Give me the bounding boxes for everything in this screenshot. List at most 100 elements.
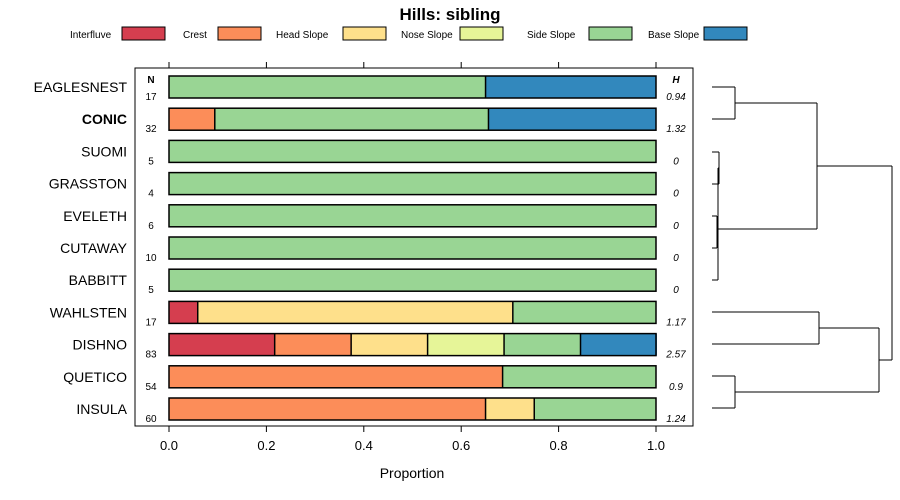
bar-outline: [168, 268, 657, 292]
row-h-value: 1.32: [666, 124, 686, 135]
row-label: CUTAWAY: [60, 240, 128, 256]
x-axis-title: Proportion: [380, 465, 445, 481]
row-label: CONIC: [82, 111, 127, 127]
chart-row: BABBITT 5 0: [69, 268, 679, 296]
bar-segment: [512, 301, 656, 324]
row-n-value: 6: [148, 221, 154, 232]
row-n-value: 32: [145, 124, 157, 135]
bar-segment: [214, 108, 489, 131]
bar-outline: [168, 107, 657, 131]
chart-row: INSULA 60 1.24: [76, 397, 686, 425]
bar-segment: [169, 333, 275, 356]
row-label: SUOMI: [81, 143, 127, 159]
bar-outline: [168, 300, 657, 325]
row-h-value: 0: [673, 189, 679, 200]
bar-outline: [168, 75, 657, 99]
x-tick-label: 0.6: [452, 438, 470, 453]
bar-segment: [169, 269, 656, 292]
bar-segment: [169, 204, 656, 227]
bar-segment: [485, 76, 656, 98]
bar-segment: [488, 108, 656, 131]
bar-segment: [169, 76, 486, 98]
chart-row: WAHLSTEN 17 1.17: [50, 300, 686, 328]
chart-row: QUETICO 54 0.9: [63, 365, 683, 393]
bar-outline: [168, 365, 657, 389]
bar-segment: [427, 333, 505, 356]
legend-label: Nose Slope: [401, 30, 453, 41]
bar-outline: [168, 139, 657, 164]
legend-label: Side Slope: [527, 30, 576, 41]
chart-row: CONIC 32 1.32: [82, 107, 686, 135]
bar-outline: [168, 397, 657, 421]
legend-label: Head Slope: [276, 30, 329, 41]
legend-swatch: [703, 26, 748, 41]
legend-label: Base Slope: [648, 30, 700, 41]
row-n-value: 17: [145, 92, 157, 103]
dendrogram: [712, 86, 893, 409]
chart-row: DISHNO 83 2.57: [73, 332, 686, 361]
row-h-value: 0: [673, 285, 679, 296]
legend-swatch: [217, 26, 262, 41]
row-label: BABBITT: [69, 272, 128, 288]
legend-swatch: [121, 26, 166, 41]
x-tick-label: 1.0: [647, 438, 665, 453]
row-label: GRASSTON: [49, 176, 127, 192]
bar-segment: [169, 301, 198, 324]
row-n-value: 83: [145, 350, 157, 361]
legend-label: Interfluve: [70, 30, 112, 41]
row-h-value: 0: [673, 221, 679, 232]
bar-outline: [168, 236, 657, 260]
bar-segment: [534, 398, 656, 420]
legend-swatch: [459, 26, 504, 41]
bar-segment: [197, 301, 513, 324]
x-tick-label: 0.8: [550, 438, 568, 453]
bar-segment: [351, 333, 428, 356]
row-h-value: 2.57: [665, 350, 686, 361]
bar-segment: [502, 365, 656, 388]
row-h-value: 0.94: [666, 92, 686, 103]
row-h-value: 0: [673, 156, 679, 167]
x-tick-label: 0.4: [355, 438, 373, 453]
row-label: INSULA: [76, 401, 127, 417]
bar-segment: [504, 333, 581, 356]
row-h-value: 1.17: [666, 317, 686, 328]
bar-segment: [485, 398, 535, 420]
legend: Interfluve Crest Head Slope Nose Slope Side …: [70, 26, 748, 41]
row-h-value: 0: [673, 253, 679, 264]
row-label: WAHLSTEN: [50, 304, 127, 320]
x-tick-label: 0.0: [160, 438, 178, 453]
bar-outline: [168, 171, 657, 196]
chart-row: CUTAWAY 10 0: [60, 236, 679, 264]
row-h-value: 0.9: [669, 382, 683, 393]
bar-segment: [580, 333, 657, 356]
bar-segment: [169, 365, 503, 388]
row-n-value: 5: [148, 156, 154, 167]
bar-segment: [169, 398, 486, 420]
x-axis: 0.0 0.2 0.4 0.6 0.8 1.0: [160, 62, 665, 453]
bar-outline: [168, 204, 657, 228]
row-label: DISHNO: [73, 337, 128, 353]
bar-segment: [274, 333, 352, 356]
bar-segment: [169, 172, 656, 195]
chart-row: GRASSTON 4 0: [49, 171, 679, 200]
chart-title: Hills: sibling: [399, 5, 500, 24]
chart-row: EAGLESNEST 17 0.94: [34, 75, 686, 103]
chart-row: EVELETH 6 0: [63, 204, 679, 232]
row-n-value: 54: [145, 382, 157, 393]
bar-segment: [169, 140, 656, 163]
legend-swatch: [342, 26, 387, 41]
row-n-value: 17: [145, 317, 157, 328]
n-header: N: [147, 75, 154, 86]
bar-outline: [168, 332, 657, 357]
row-n-value: 10: [145, 253, 157, 264]
legend-label: Crest: [183, 30, 207, 41]
legend-swatch: [588, 26, 633, 41]
row-label: QUETICO: [63, 369, 127, 385]
row-n-value: 60: [145, 414, 157, 425]
row-label: EVELETH: [63, 208, 127, 224]
bar-segment: [169, 108, 215, 131]
row-n-value: 4: [148, 189, 154, 200]
chart-row: SUOMI 5 0: [81, 139, 679, 167]
